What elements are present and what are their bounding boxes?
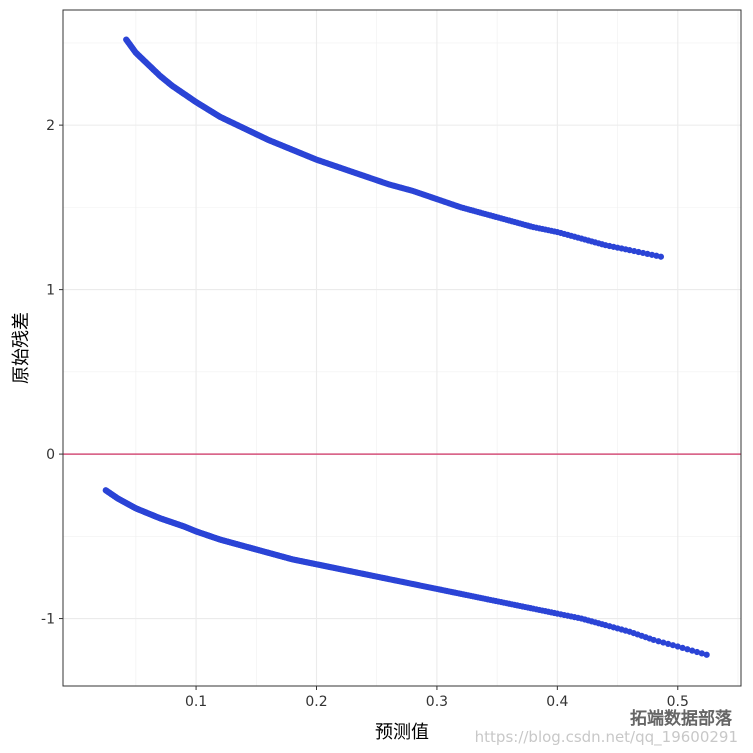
data-point xyxy=(665,640,672,647)
data-point xyxy=(669,642,677,649)
point-series-1 xyxy=(123,36,665,260)
y-axis-ticks: -1 0 1 2 xyxy=(41,118,63,628)
x-tick-label: 0.1 xyxy=(185,694,207,710)
y-tick-label: 1 xyxy=(46,283,55,299)
panel-background xyxy=(63,10,741,686)
data-point xyxy=(650,636,657,644)
x-axis-ticks: 0.1 0.2 0.3 0.4 0.5 xyxy=(185,686,689,710)
minor-gridlines xyxy=(63,10,741,686)
data-point xyxy=(693,648,701,656)
x-tick-label: 0.5 xyxy=(667,694,689,710)
y-tick-label: -1 xyxy=(41,612,55,628)
y-tick-label: 2 xyxy=(46,118,55,134)
data-point xyxy=(698,650,705,657)
scatter-points xyxy=(102,36,710,658)
y-tick-label: 0 xyxy=(46,447,55,463)
watermark-url: https://blog.csdn.net/qq_19600291 xyxy=(475,728,738,747)
data-point xyxy=(679,644,686,652)
panel-border xyxy=(62,9,742,687)
x-tick-label: 0.2 xyxy=(305,694,327,710)
x-tick-label: 0.3 xyxy=(426,694,448,710)
data-point xyxy=(660,639,667,646)
data-point xyxy=(674,643,681,650)
x-tick-label: 0.4 xyxy=(546,694,568,710)
data-point xyxy=(655,638,662,645)
data-point xyxy=(689,647,696,654)
x-axis-title: 预测值 xyxy=(375,722,429,743)
data-point xyxy=(657,253,665,260)
major-gridlines xyxy=(63,10,741,686)
data-point xyxy=(684,646,691,653)
y-axis-title: 原始残差 xyxy=(11,312,32,384)
data-point xyxy=(703,651,710,658)
point-series-2 xyxy=(102,487,710,658)
watermark-brand: 拓端数据部落 xyxy=(630,708,733,729)
